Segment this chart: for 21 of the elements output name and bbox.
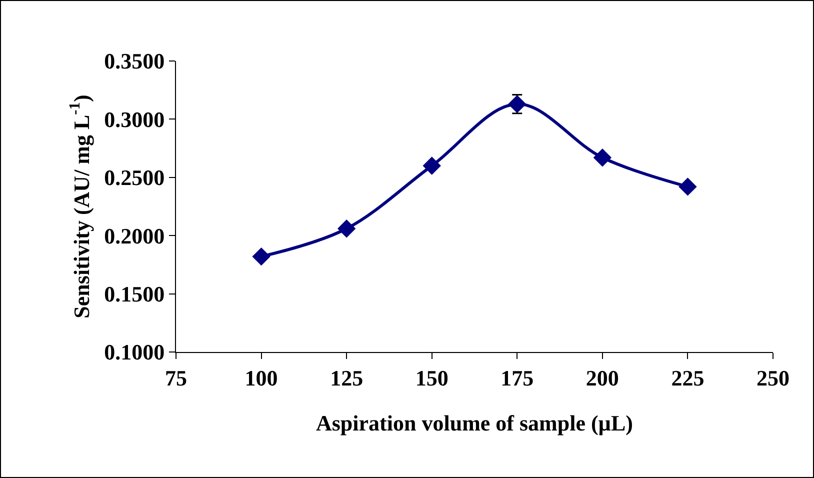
x-tick-label: 175 (500, 365, 534, 390)
point (678, 178, 697, 196)
y-tick-label: 0.2000 (104, 223, 165, 248)
x-tick-label: 250 (756, 365, 790, 390)
y-tick-label: 0.2500 (104, 165, 165, 190)
point (252, 247, 270, 266)
point (593, 148, 612, 167)
y-tick-label: 0.1500 (104, 282, 165, 306)
x-axis-title: Aspiration volume of sample (µL) (316, 410, 634, 436)
x-tick-label: 150 (415, 365, 448, 390)
y-tick-label: 0.3000 (104, 106, 165, 132)
point (508, 94, 526, 114)
x-tick-label: 100 (244, 365, 278, 390)
x-tick-label: 125 (330, 365, 364, 390)
point (337, 220, 356, 238)
x-tick-label: 200 (586, 365, 619, 390)
y-tick-label: 0.1000 (104, 340, 165, 365)
x-tick-label: 225 (671, 365, 704, 390)
y-tick-label: 0.3500 (104, 48, 165, 74)
point (422, 156, 441, 175)
x-tick-label: 75 (165, 365, 187, 390)
